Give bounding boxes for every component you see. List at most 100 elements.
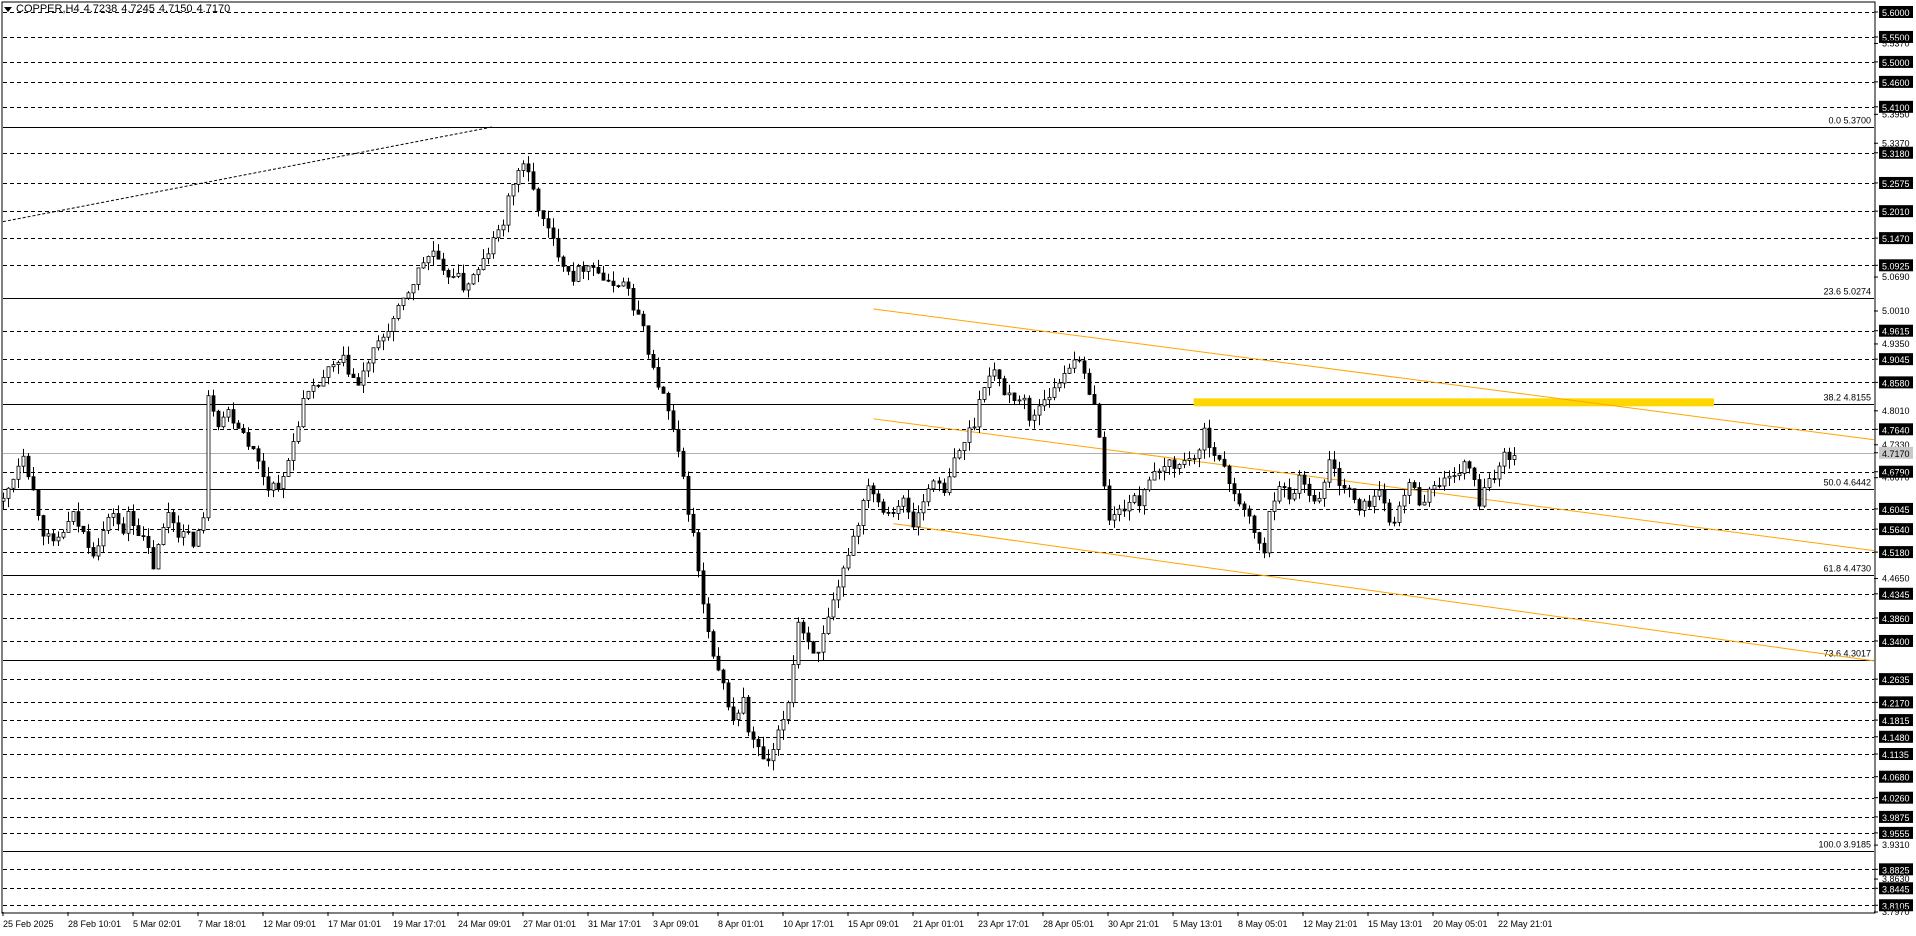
candle-body	[1312, 495, 1317, 502]
candle-body	[1197, 449, 1202, 459]
price-tick-label: 4.7330	[1882, 440, 1910, 450]
price-label-badge	[1879, 205, 1913, 218]
price-label-badge	[1879, 546, 1913, 559]
candle-body	[856, 525, 861, 537]
price-label-badge	[1879, 863, 1913, 876]
candle-body	[1082, 360, 1087, 374]
candle-body	[186, 531, 191, 533]
candle-body	[541, 210, 546, 220]
price-tick-label: 5.2010	[1882, 207, 1910, 217]
candle-body	[91, 547, 96, 557]
candle-body	[1332, 459, 1337, 469]
candle-body	[146, 535, 151, 548]
candle-body	[426, 256, 431, 264]
candle-body	[131, 511, 136, 526]
candle-body	[876, 493, 881, 503]
candle-body	[1357, 499, 1362, 511]
candle-body	[931, 480, 936, 490]
price-tick-label: 3.9875	[1882, 813, 1910, 823]
price-tick-label: 5.3370	[1882, 138, 1910, 148]
candle-body	[531, 171, 536, 190]
candle-body	[81, 525, 86, 533]
candle-body	[1387, 502, 1392, 523]
candle-body	[1407, 482, 1412, 496]
symbol-label: COPPER,H4	[16, 3, 80, 15]
candle-body	[226, 409, 231, 418]
candle-body	[1087, 372, 1092, 395]
candle-body	[1367, 500, 1372, 507]
candle-body	[1232, 483, 1237, 495]
candle-body	[16, 465, 21, 480]
time-tick-label: 10 Apr 17:01	[783, 919, 834, 929]
candle-body	[316, 384, 321, 387]
candle-body	[1497, 465, 1502, 480]
candle-body	[1347, 487, 1352, 490]
fib-level-label: 100.0 3.9185	[1818, 840, 1871, 850]
candle-body	[1212, 447, 1217, 456]
candle-body	[1307, 483, 1312, 496]
candle-body	[641, 313, 646, 327]
candle-body	[1187, 458, 1192, 461]
candle-body	[301, 398, 306, 428]
price-label-badge	[1879, 791, 1913, 804]
candle-body	[1267, 511, 1272, 554]
price-label-badge	[1879, 30, 1913, 43]
resistance-zone	[1193, 398, 1714, 407]
time-axis: 25 Feb 2025 28 Feb 10:01 5 Mar 02:01 7 Mar …	[2, 912, 1553, 929]
candle-body	[1192, 457, 1197, 460]
candle-body	[1242, 503, 1247, 510]
candle-body	[1422, 501, 1427, 506]
price-label-badge	[1879, 324, 1913, 337]
candle-body	[46, 533, 51, 537]
candle-body	[1037, 405, 1042, 416]
price-tick-label: 3.8825	[1882, 865, 1910, 875]
price-tick-label: 5.3950	[1882, 109, 1910, 119]
candle-body	[446, 269, 451, 278]
collapse-triangle-icon[interactable]	[4, 6, 12, 12]
candle-body	[926, 488, 931, 503]
candle-body	[1512, 455, 1517, 460]
candle-body	[461, 272, 466, 291]
price-label-badge	[1879, 176, 1913, 189]
candle-body	[86, 531, 91, 548]
candle-body	[1392, 521, 1397, 524]
candle-body	[481, 258, 486, 271]
price-tick-label: 4.3860	[1882, 614, 1910, 624]
candle-body	[1127, 501, 1132, 512]
candle-body	[1012, 392, 1017, 401]
candle-body	[411, 284, 416, 294]
candle-body	[1442, 477, 1447, 487]
candle-body	[1137, 495, 1142, 507]
candle-body	[851, 535, 856, 556]
candle-body	[201, 517, 206, 531]
candle-body	[1472, 467, 1477, 480]
price-label-badge	[1879, 810, 1913, 823]
price-tick-label: 4.4650	[1882, 574, 1910, 584]
price-tick-label: 5.4100	[1882, 103, 1910, 113]
candle-body	[406, 292, 411, 299]
candle-body	[456, 272, 461, 277]
time-tick-label: 15 May 13:01	[1368, 919, 1423, 929]
candle-body	[716, 655, 721, 671]
candle-body	[1287, 487, 1292, 500]
time-tick-label: 17 Mar 01:01	[328, 919, 381, 929]
candle-body	[156, 544, 161, 570]
price-tick-label: 5.6000	[1882, 8, 1910, 18]
candle-body	[1452, 475, 1457, 478]
price-tick-label: 5.0010	[1882, 306, 1910, 316]
candle-body	[346, 354, 351, 375]
candle-body	[386, 331, 391, 338]
price-tick-label: 3.8630	[1882, 874, 1910, 884]
candle-body	[471, 274, 476, 285]
candle-body	[506, 195, 511, 226]
candle-body	[911, 511, 916, 528]
fib-level-label: 61.8 4.4730	[1823, 564, 1871, 574]
candle-body	[1167, 459, 1172, 467]
price-tick-label: 5.0690	[1882, 272, 1910, 282]
candle-body	[721, 669, 726, 684]
candle-body	[376, 340, 381, 349]
candle-body	[947, 476, 952, 494]
candle-body	[26, 455, 31, 478]
candle-body	[1217, 455, 1222, 460]
